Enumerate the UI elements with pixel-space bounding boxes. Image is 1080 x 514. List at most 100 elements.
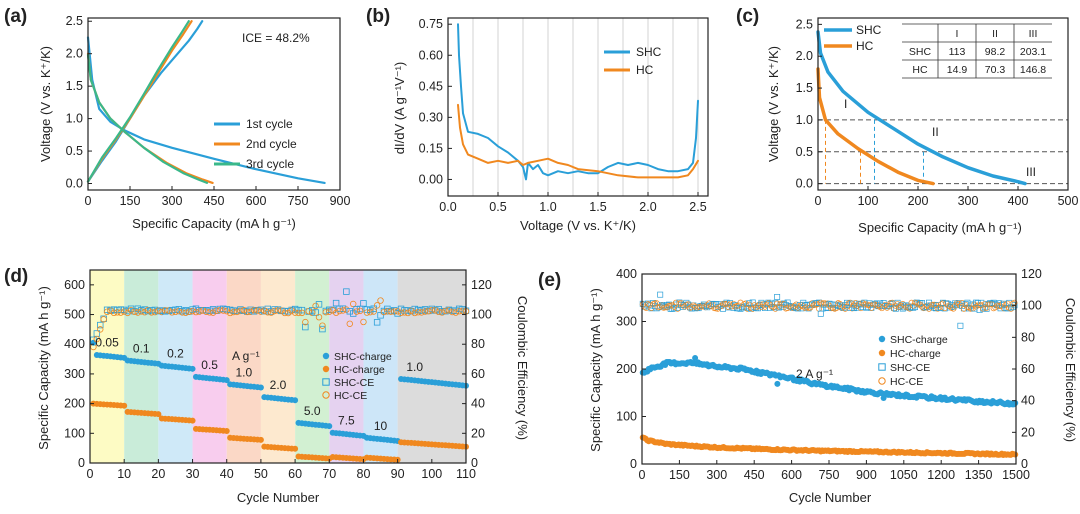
hc-ce-point (339, 307, 347, 314)
hc-ce-point (401, 309, 408, 316)
y-tick-label: 0.5 (66, 144, 83, 158)
hc-ce-point (237, 307, 244, 315)
shc-ce-point (247, 306, 254, 314)
x-tick-label: 200 (908, 194, 929, 208)
hc-ce-point (720, 300, 726, 307)
table-cell: 113 (949, 46, 966, 58)
y-tick-label: 400 (616, 267, 637, 281)
table-header: III (1029, 28, 1038, 40)
legend-b-hc: HC (636, 63, 654, 77)
hc-charge-point (1012, 451, 1019, 458)
rate-band (397, 270, 466, 463)
hc-ce-point (404, 309, 412, 317)
shc-ce-point (741, 304, 747, 311)
hc-ce-point (414, 309, 422, 316)
shc-ce-point (151, 306, 159, 314)
y-tick-label: 0.00 (419, 172, 443, 186)
x-tick-label: 80 (357, 467, 371, 481)
panel-c-label: (c) (736, 6, 759, 27)
hc-ce-point (442, 307, 449, 315)
x-tick-label: 600 (781, 468, 802, 482)
hc-ce-point (449, 308, 456, 316)
hc-ce-point (983, 304, 990, 311)
y-tick-label: 0.75 (419, 17, 443, 31)
panel-d-ylabel: Specific Capacity (mA h g⁻¹) (36, 286, 51, 450)
x-tick-label: 150 (120, 194, 141, 208)
hc-ce-point (138, 308, 145, 315)
hc-ce-point (308, 309, 316, 316)
legend-e-shc-ce: SHC-CE (890, 362, 930, 374)
rate-label: 2.0 (270, 378, 287, 392)
shc-ce-point (974, 300, 981, 307)
x-tick-label: 10 (117, 467, 131, 481)
legend-e-shc-charge: SHC-charge (890, 334, 948, 346)
hc-ce-point (816, 305, 822, 312)
hc-ce-point (298, 309, 306, 317)
y-tick-label: 2.5 (796, 17, 813, 31)
x-tick-label: 110 (456, 467, 476, 481)
ice-annotation: ICE = 48.2% (242, 31, 310, 45)
hc-ce-point (844, 303, 850, 310)
x-tick-label: 1.0 (539, 200, 556, 214)
hc-ce-point (432, 307, 439, 314)
x-tick-label: 300 (706, 468, 727, 482)
hc-ce-point (884, 304, 891, 311)
rate-label: 1.0 (235, 365, 252, 379)
hc-ce-point (158, 308, 165, 316)
hc-charge-point (121, 402, 128, 409)
x-tick-label: 900 (330, 194, 351, 208)
legend-3rd-cycle: 3rd cycle (246, 157, 294, 171)
x-tick-label: 1500 (1002, 468, 1030, 482)
x-tick-label: 2.0 (639, 200, 656, 214)
x-tick-label: 1350 (965, 468, 993, 482)
x-tick-label: 1200 (927, 468, 955, 482)
hc-ce-point (288, 307, 295, 314)
shc-ce-point (394, 310, 401, 317)
x-tick-label: 1050 (890, 468, 918, 482)
legend-e-hc-charge: HC-charge (890, 348, 941, 360)
y-tick-label: 1.5 (796, 81, 813, 95)
hc-ce-point (209, 309, 217, 316)
hc-charge-point (155, 411, 162, 418)
region-label-i: I (844, 97, 847, 111)
y2-tick-label: 80 (471, 337, 485, 351)
x-tick-label: 300 (958, 194, 979, 208)
y-tick-label: 400 (64, 337, 85, 351)
region-label-ii: II (932, 125, 939, 139)
legend-d-hc-charge: HC-charge (334, 364, 385, 376)
curve-SHC (457, 23, 699, 181)
hc-ce-point (274, 307, 282, 314)
hc-ce-point (175, 307, 183, 315)
hc-ce-point (445, 306, 453, 314)
rate-label: 5.0 (304, 404, 321, 418)
y-tick-label: 500 (64, 308, 85, 322)
hc-ce-point (934, 305, 941, 312)
y-tick-label: 0.45 (419, 79, 443, 93)
hc-ce-point (452, 309, 459, 316)
table-cell: 203.1 (1020, 46, 1046, 58)
rate-label: 0.05 (95, 336, 119, 350)
hc-ce-point (261, 307, 268, 314)
shc-ce-point (704, 304, 711, 311)
shc-charge-point (692, 355, 699, 362)
hc-ce-point (978, 302, 985, 309)
hc-ce-point (226, 309, 234, 317)
hc-ce-point (455, 308, 463, 315)
x-tick-label: 60 (288, 467, 302, 481)
y-tick-label: 1.5 (66, 79, 83, 93)
x-tick-label: 450 (204, 194, 225, 208)
rate-band (295, 270, 330, 463)
hc-ce-point (377, 297, 384, 304)
hc-ce-point (103, 308, 111, 316)
rate-band (363, 270, 398, 463)
panel-c-xlabel: Specific Capacity (mA h g⁻¹) (858, 220, 1022, 235)
x-tick-label: 1.5 (589, 200, 606, 214)
hc-ce-point (97, 326, 104, 333)
rate-band (90, 270, 125, 463)
shc-ce-point (315, 301, 323, 308)
hc-ce-point (216, 306, 224, 314)
y-tick-label: 0 (630, 457, 637, 471)
hc-ce-point (775, 303, 782, 310)
legend-d-hc-ce: HC-CE (334, 390, 367, 402)
table-cell: 14.9 (947, 64, 968, 76)
